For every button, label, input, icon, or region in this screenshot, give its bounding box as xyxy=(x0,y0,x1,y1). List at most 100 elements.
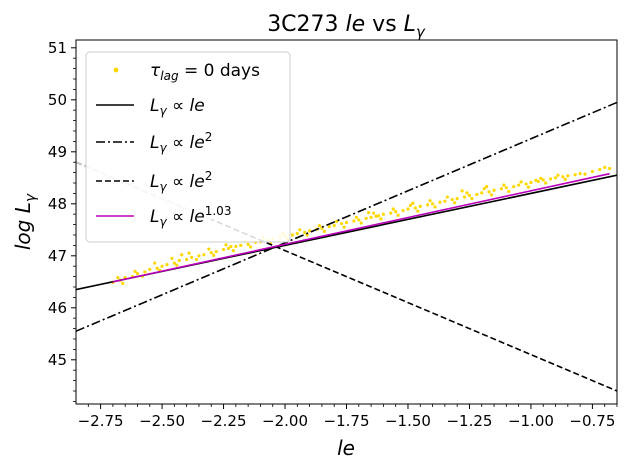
scatter-point xyxy=(502,183,506,187)
scatter-point xyxy=(539,176,543,180)
y-tick-label: 48 xyxy=(48,195,67,213)
legend-label-4: Lγ ∝ le1.03 xyxy=(150,204,231,229)
scatter-point xyxy=(221,247,226,252)
scatter-point xyxy=(148,267,152,271)
series-line-4 xyxy=(112,172,610,283)
scatter-point xyxy=(598,167,602,172)
scatter-point xyxy=(485,185,489,189)
x-tick-label: −1.75 xyxy=(324,412,370,430)
scatter-point xyxy=(189,255,194,259)
series-line-3 xyxy=(76,161,617,392)
scatter-point xyxy=(354,215,358,219)
scatter-point xyxy=(524,182,528,186)
scatter-point xyxy=(322,229,326,233)
scatter-point xyxy=(517,183,521,187)
scatter-point xyxy=(303,230,307,234)
scatter-point xyxy=(578,172,582,176)
scatter-point xyxy=(428,199,432,203)
scatter-point xyxy=(603,165,607,169)
scatter-point xyxy=(229,244,233,249)
scatter-point xyxy=(369,215,373,219)
scatter-point xyxy=(342,225,346,229)
scatter-point xyxy=(573,173,577,177)
scatter-point xyxy=(499,187,504,191)
scatter-point xyxy=(374,214,378,218)
x-axis-label: le xyxy=(337,436,355,460)
scatter-point xyxy=(160,264,164,268)
scatter-point xyxy=(489,193,494,197)
x-tick-label: −1.25 xyxy=(446,412,492,430)
scatter-point xyxy=(396,213,400,217)
scatter-point xyxy=(359,221,363,225)
scatter-point xyxy=(453,201,457,205)
scatter-point xyxy=(197,254,201,258)
scatter-point xyxy=(187,251,191,255)
y-tick-label: 47 xyxy=(48,247,67,265)
y-axis: 45 46 47 48 49 50 51 xyxy=(48,39,76,402)
scatter-point xyxy=(445,195,449,199)
chart-title: 3C273 le vs Lγ xyxy=(267,12,426,41)
scatter-point xyxy=(480,191,484,195)
scatter-point xyxy=(226,246,231,251)
legend-marker-scatter xyxy=(113,67,119,73)
scatter-point xyxy=(475,192,479,197)
scatter-point xyxy=(389,211,393,215)
legend: τlag = 0 days Lγ ∝ le Lγ ∝ le2 Lγ ∝ le2 Lγ ∝… xyxy=(85,51,291,243)
scatter-point xyxy=(172,261,176,265)
scatter-point xyxy=(549,177,553,181)
scatter-point xyxy=(462,195,467,199)
scatter-point xyxy=(317,224,322,228)
x-tick-label: −2.00 xyxy=(262,412,308,430)
scatter-point xyxy=(379,217,383,221)
scatter-point xyxy=(418,204,422,208)
y-tick-label: 51 xyxy=(48,39,67,57)
scatter-point xyxy=(519,180,523,184)
scatter-point xyxy=(408,203,413,207)
scatter-point xyxy=(450,198,454,202)
scatter-point xyxy=(214,250,218,254)
y-tick-label: 49 xyxy=(48,143,67,161)
scatter-point xyxy=(121,281,125,285)
x-tick-label: −2.25 xyxy=(201,412,247,430)
plot-area: −2.75 −2.50 −2.25 −2.00 −1.75 −1.50 −1.25 −1.00… xyxy=(48,39,618,430)
scatter-point xyxy=(482,187,486,191)
scatter-point xyxy=(430,202,435,206)
scatter-point xyxy=(460,189,464,193)
scatter-point xyxy=(344,220,349,225)
scatter-point xyxy=(426,203,430,207)
scatter-point xyxy=(133,269,137,273)
x-tick-label: −1.50 xyxy=(385,412,431,430)
scatter-point xyxy=(295,231,299,236)
scatter-point xyxy=(556,173,560,177)
y-tick-label: 46 xyxy=(48,299,67,317)
scatter-point xyxy=(467,193,472,198)
scatter-point xyxy=(413,206,417,210)
scatter-point xyxy=(135,271,140,276)
scatter-point xyxy=(590,169,595,174)
scatter-point xyxy=(507,189,511,193)
scatter-point xyxy=(231,249,235,253)
scatter-point xyxy=(170,256,174,260)
scatter-point xyxy=(207,247,211,251)
scatter-point xyxy=(335,219,339,224)
scatter-point xyxy=(416,209,420,213)
scatter-point xyxy=(544,181,548,185)
scatter-point xyxy=(175,263,179,267)
scatter-point xyxy=(529,180,533,185)
scatter-point xyxy=(155,266,159,270)
scatter-point xyxy=(465,191,469,195)
scatter-point xyxy=(298,228,302,232)
scatter-point xyxy=(332,224,336,228)
scatter-point xyxy=(246,242,250,246)
scatter-point xyxy=(455,197,459,201)
scatter-point xyxy=(177,258,181,263)
scatter-point xyxy=(290,233,294,237)
scatter-point xyxy=(492,188,496,192)
scatter-point xyxy=(563,177,567,181)
scatter-point xyxy=(234,244,238,249)
scatter-point xyxy=(357,218,361,222)
legend-label-3: Lγ ∝ le2 xyxy=(150,169,212,194)
scatter-point xyxy=(371,211,376,215)
scatter-point xyxy=(391,207,395,211)
scatter-point xyxy=(401,208,405,213)
